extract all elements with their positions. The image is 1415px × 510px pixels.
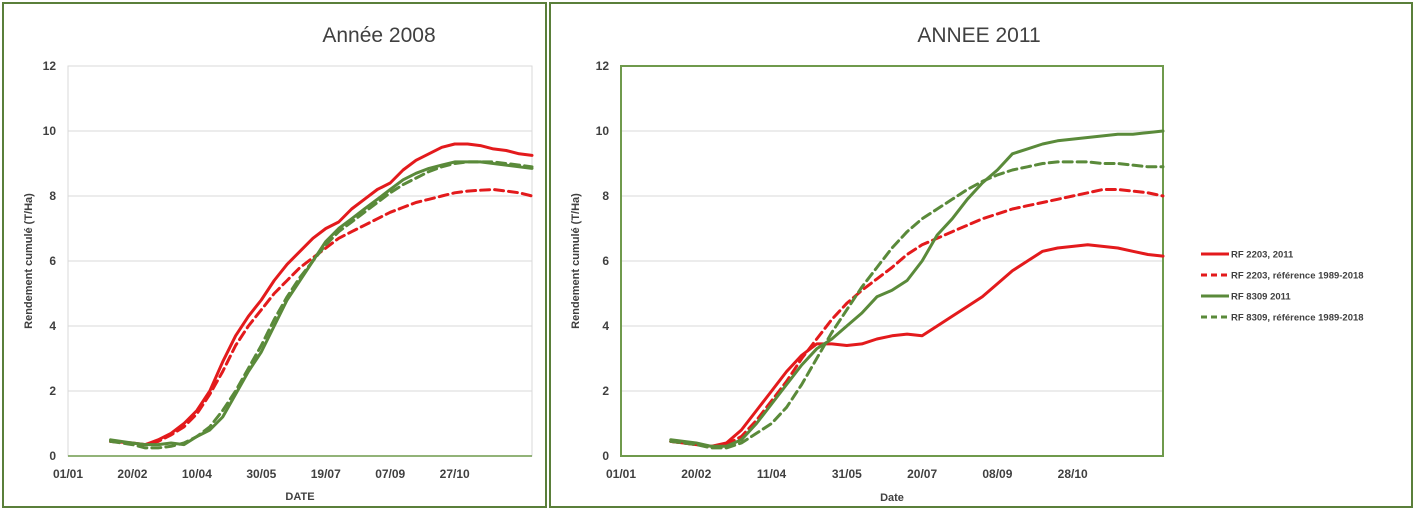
x-tick-label: 30/05 xyxy=(246,467,276,481)
series-line-2 xyxy=(109,188,534,447)
y-tick-label: 8 xyxy=(602,189,609,203)
series-line-4 xyxy=(109,160,534,450)
x-axis-label: DATE xyxy=(285,491,314,503)
y-axis-label: Rendement cumulé (T/Ha) xyxy=(570,193,582,329)
x-tick-label: 10/04 xyxy=(182,467,212,481)
y-tick-label: 8 xyxy=(49,189,56,203)
y-tick-label: 2 xyxy=(602,384,609,398)
chart-2008: Année 2008 0 2 4 6 8 10 12 01/01 20/02 10/04 30/05 1… xyxy=(23,24,534,503)
series-line-3 xyxy=(109,160,534,447)
legend-label: RF 8309, référence 1989-2018 xyxy=(1231,313,1364,324)
y-tick-label: 10 xyxy=(43,124,57,138)
y-tick-label: 12 xyxy=(596,59,610,73)
x-tick-label: 28/10 xyxy=(1058,467,1088,481)
legend-label: RF 8309 2011 xyxy=(1231,292,1291,303)
y-tick-label: 10 xyxy=(596,124,610,138)
x-tick-label: 27/10 xyxy=(440,467,470,481)
series-line-1 xyxy=(669,243,1165,448)
y-tick-label: 6 xyxy=(49,254,56,268)
chart-title: ANNEE 2011 xyxy=(917,24,1040,47)
legend: RF 2203, 2011 RF 2203, référence 1989-201… xyxy=(1201,250,1364,324)
x-tick-label: 01/01 xyxy=(606,467,636,481)
x-tick-label: 20/02 xyxy=(117,467,147,481)
x-tick-label: 08/09 xyxy=(982,467,1012,481)
legend-label: RF 2203, référence 1989-2018 xyxy=(1231,271,1364,282)
chart-2011: ANNEE 2011 0 2 4 6 8 10 12 01/01 20/02 11/04 31/05 2… xyxy=(570,24,1364,504)
y-tick-label: 0 xyxy=(602,449,609,463)
y-tick-label: 2 xyxy=(49,384,56,398)
series-line-1 xyxy=(109,142,534,447)
y-tick-label: 0 xyxy=(49,449,56,463)
x-tick-label: 11/04 xyxy=(757,467,787,481)
y-tick-label: 12 xyxy=(43,59,57,73)
x-tick-label: 07/09 xyxy=(375,467,405,481)
chart-panel-2008: Année 2008 0 2 4 6 8 10 12 01/01 20/02 10/04 30/05 1… xyxy=(2,2,547,508)
y-axis-label: Rendement cumulé (T/Ha) xyxy=(23,193,35,329)
x-axis-label: Date xyxy=(880,492,904,504)
chart-panel-2011: ANNEE 2011 0 2 4 6 8 10 12 01/01 20/02 11/04 31/05 2… xyxy=(549,2,1413,508)
x-tick-label: 20/02 xyxy=(681,467,711,481)
x-tick-label: 31/05 xyxy=(832,467,862,481)
plot-frame xyxy=(620,65,1164,457)
x-tick-label: 19/07 xyxy=(311,467,341,481)
series-line-4 xyxy=(669,160,1165,450)
chart-title: Année 2008 xyxy=(322,24,435,47)
y-tick-label: 6 xyxy=(602,254,609,268)
y-tick-label: 4 xyxy=(602,319,609,333)
x-tick-label: 01/01 xyxy=(53,467,83,481)
series-line-3 xyxy=(669,129,1165,448)
y-tick-label: 4 xyxy=(49,319,56,333)
series-line-2 xyxy=(669,188,1165,448)
legend-label: RF 2203, 2011 xyxy=(1231,250,1294,261)
x-tick-label: 20/07 xyxy=(907,467,937,481)
